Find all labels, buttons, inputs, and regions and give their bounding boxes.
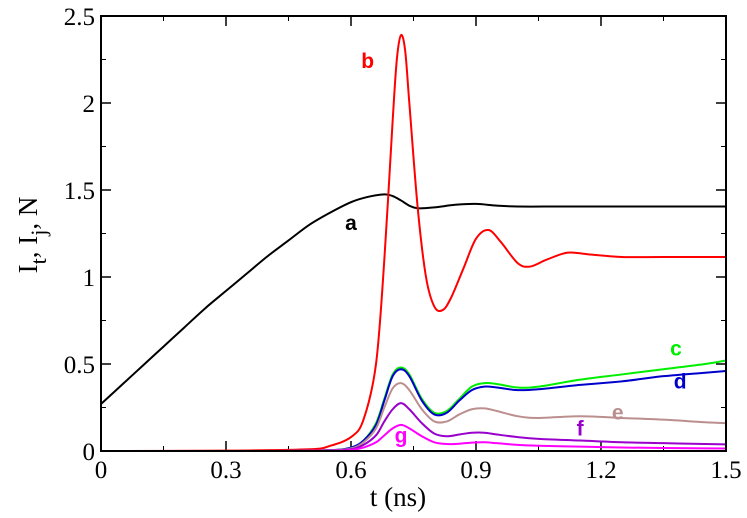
x-tick-label: 0 — [95, 457, 108, 484]
y-axis-title-part-1: I — [13, 264, 43, 273]
plot-frame — [100, 15, 727, 452]
series-line-f — [100, 402, 727, 453]
x-tick-label: 1.2 — [585, 457, 616, 484]
y-tick-label: 0.5 — [64, 352, 95, 379]
y-axis-title: It, Ij, N — [13, 197, 51, 274]
series-label-e: e — [612, 402, 624, 425]
x-tick-label: 0.3 — [210, 457, 241, 484]
x-tick-label: 0.6 — [335, 457, 366, 484]
y-tick-label: 2 — [83, 91, 96, 118]
x-tick-label: 0.9 — [460, 457, 491, 484]
series-label-d: d — [674, 370, 687, 393]
series-label-a: a — [345, 212, 357, 235]
y-axis-title-part-2: t — [26, 258, 51, 264]
series-line-e — [100, 382, 727, 453]
y-tick-label: 0 — [83, 439, 96, 466]
tick-labels-layer: 0 0.3 0.6 0.9 1.2 1.5 0 0.5 1 1.5 2 2.5 — [64, 4, 742, 484]
series-label-g: g — [395, 424, 408, 447]
series-label-b: b — [361, 50, 374, 73]
series-layer — [100, 33, 727, 453]
y-axis-title-part-4: j — [26, 230, 51, 237]
y-axis-title-part-3: , I — [13, 236, 43, 259]
y-tick-label: 1.5 — [64, 178, 95, 205]
series-line-a — [100, 193, 726, 405]
y-axis-title-part-5: , N — [13, 197, 43, 230]
series-labels-layer: a b cd e f g — [345, 50, 686, 447]
y-tick-label: 2.5 — [64, 4, 95, 31]
series-line-g — [100, 423, 727, 453]
series-label-f: f — [577, 417, 585, 440]
series-line-b — [100, 33, 726, 452]
x-axis-title: t (ns) — [370, 482, 426, 512]
x-tick-label: 1.5 — [710, 457, 741, 484]
y-tick-label: 1 — [83, 265, 96, 292]
series-line-c — [100, 359, 727, 453]
series-label-c: c — [670, 337, 682, 360]
